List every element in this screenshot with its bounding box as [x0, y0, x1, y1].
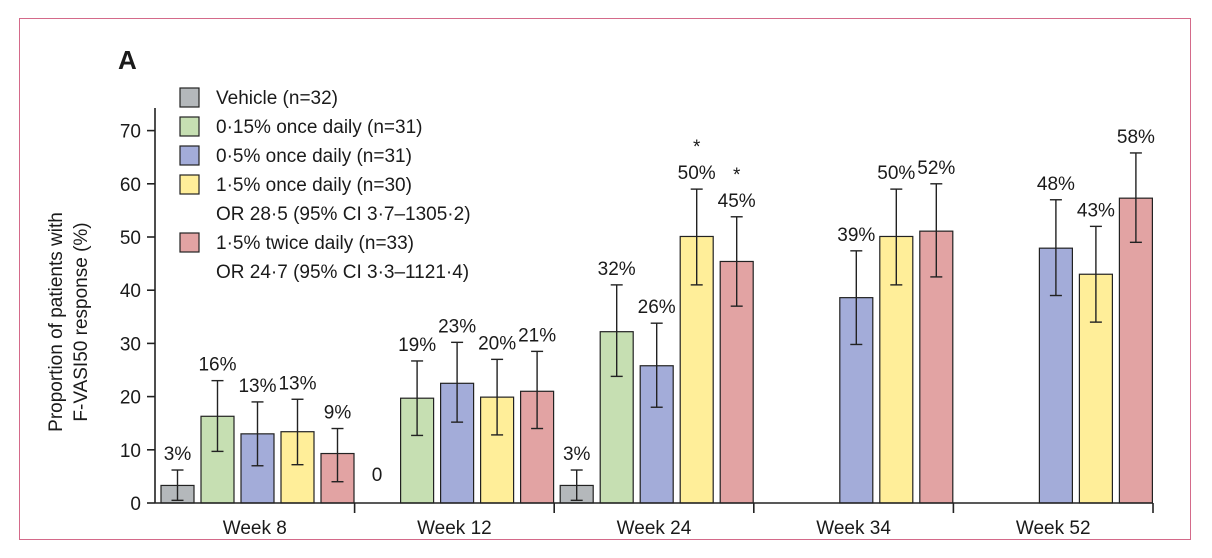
data-label: 13%	[238, 376, 276, 397]
data-label: 23%	[438, 316, 476, 337]
y-axis-title: Proportion of patients with F-VASI50 res…	[46, 212, 92, 432]
x-tick-label: Week 52	[1016, 518, 1091, 539]
figure-frame	[19, 18, 1191, 540]
y-tick-label: 70	[120, 122, 141, 143]
data-label: 45%	[718, 191, 756, 212]
y-tick-label: 30	[120, 334, 141, 355]
data-label: 3%	[563, 444, 591, 465]
y-axis-title-line1: Proportion of patients with	[46, 212, 67, 432]
x-tick-label: Week 8	[223, 518, 287, 539]
legend-swatch	[179, 232, 200, 253]
y-tick-label: 0	[130, 494, 141, 515]
legend-swatch	[179, 145, 200, 166]
y-tick-label: 40	[120, 281, 141, 302]
panel-label: A	[118, 45, 137, 75]
data-label: 21%	[518, 325, 556, 346]
data-label: 39%	[837, 225, 875, 246]
legend-label: 0·15% once daily (n=31)	[216, 117, 423, 138]
legend-label: 0·5% once daily (n=31)	[216, 146, 412, 167]
legend-label: Vehicle (n=32)	[216, 88, 338, 109]
data-label: 9%	[324, 403, 352, 424]
data-label: 43%	[1077, 200, 1115, 221]
x-tick-label: Week 12	[417, 518, 492, 539]
legend-note: OR 24·7 (95% CI 3·3–1121·4)	[216, 262, 469, 283]
legend-swatch	[179, 87, 200, 108]
x-tick-label: Week 34	[816, 518, 891, 539]
x-tick-label: Week 24	[617, 518, 692, 539]
data-label: 26%	[638, 297, 676, 318]
legend-label: 1·5% twice daily (n=33)	[216, 233, 414, 254]
data-label: 50%	[877, 163, 915, 184]
bar	[1118, 197, 1154, 504]
data-label: 0	[372, 465, 383, 486]
data-label: 20%	[478, 333, 516, 354]
y-tick-label: 60	[120, 175, 141, 196]
significance-asterisk: *	[693, 137, 701, 158]
data-label: 52%	[917, 158, 955, 179]
legend-note: OR 28·5 (95% CI 3·7–1305·2)	[216, 204, 471, 225]
legend-swatch	[179, 174, 200, 195]
y-tick-label: 50	[120, 228, 141, 249]
data-label: 58%	[1117, 127, 1155, 148]
data-label: 48%	[1037, 174, 1075, 195]
significance-asterisk: *	[733, 165, 741, 186]
y-axis-title-line2: F-VASI50 response (%)	[71, 222, 92, 421]
data-label: 13%	[278, 373, 316, 394]
data-label: 3%	[164, 444, 192, 465]
data-label: 32%	[598, 259, 636, 280]
y-tick-label: 20	[120, 388, 141, 409]
data-label: 50%	[678, 163, 716, 184]
data-label: 19%	[398, 335, 436, 356]
y-tick-label: 10	[120, 441, 141, 462]
data-label: 16%	[198, 355, 236, 376]
legend-label: 1·5% once daily (n=30)	[216, 175, 412, 196]
legend-swatch	[179, 116, 200, 137]
